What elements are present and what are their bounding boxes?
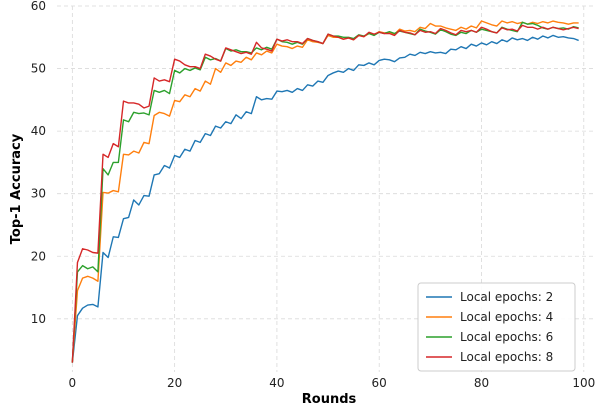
y-axis-ticks: 10 20 30 40 50 60	[31, 0, 46, 326]
series-lines	[71, 20, 579, 363]
x-axis-ticks: 0 20 40 60 80 100	[69, 376, 595, 390]
y-tick-label: 60	[31, 0, 46, 13]
y-tick-label: 10	[31, 312, 46, 326]
series-line-4	[71, 24, 579, 363]
legend-label-2: Local epochs: 4	[460, 310, 553, 324]
y-tick-label: 40	[31, 124, 46, 138]
x-axis-label: Rounds	[302, 392, 357, 407]
y-tick-label: 50	[31, 62, 46, 76]
x-tick-label: 80	[474, 376, 489, 390]
x-tick-label: 60	[372, 376, 387, 390]
y-axis-label: Top-1 Accuracy	[9, 133, 24, 244]
x-tick-label: 100	[572, 376, 595, 390]
legend-label-4: Local epochs: 8	[460, 350, 553, 364]
legend: Local epochs: 2 Local epochs: 4 Local epoc…	[417, 282, 576, 372]
y-tick-label: 20	[31, 249, 46, 263]
legend-label-3: Local epochs: 6	[460, 330, 553, 344]
x-tick-label: 0	[69, 376, 77, 390]
y-tick-label: 30	[31, 187, 46, 201]
legend-label-1: Local epochs: 2	[460, 290, 553, 304]
x-tick-label: 20	[167, 376, 182, 390]
series-line-1	[71, 34, 579, 363]
legend-box	[417, 282, 576, 372]
x-tick-label: 40	[269, 376, 284, 390]
